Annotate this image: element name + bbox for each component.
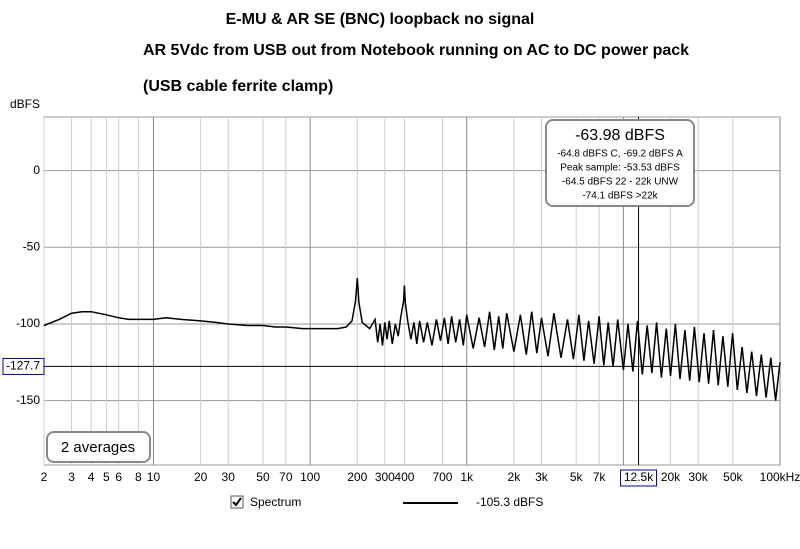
- x-tick-label: 50k: [723, 470, 743, 484]
- legend-value: -105.3 dBFS: [476, 495, 543, 509]
- cursor-y-box: [2, 357, 45, 375]
- x-tick-label: 8: [135, 470, 142, 484]
- x-tick-label: 4: [88, 470, 95, 484]
- x-tick-label: 1k: [460, 470, 474, 484]
- spectrum-line: [43, 277, 781, 401]
- cursor-y-label: -127.7: [6, 359, 40, 373]
- y-tick-label: -150: [16, 393, 40, 407]
- y-tick-label: -100: [16, 316, 40, 330]
- averages-label: 2 averages: [61, 439, 135, 456]
- chart-title: E-MU & AR SE (BNC) loopback no signal: [226, 11, 535, 28]
- readout-line: -64.5 dBFS 22 - 22k UNW: [562, 177, 679, 188]
- x-tick-label: 20k: [661, 470, 681, 484]
- x-tick-label: 200: [347, 470, 367, 484]
- y-tick-label: 0: [33, 163, 40, 177]
- x-tick-label: 10: [147, 470, 161, 484]
- x-tick-label: 30: [222, 470, 236, 484]
- x-tick-label: 30k: [688, 470, 708, 484]
- x-tick-label: 3k: [535, 470, 549, 484]
- x-tick-label: 2: [41, 470, 48, 484]
- readout-line: Peak sample: -53.53 dBFS: [560, 163, 680, 174]
- x-tick-label: 400: [394, 470, 414, 484]
- x-tick-label: 6: [115, 470, 122, 484]
- x-tick-label: 100kHz: [760, 470, 800, 484]
- y-tick-label: -50: [23, 239, 41, 253]
- averages-box: [46, 431, 151, 463]
- y-axis-label: dBFS: [10, 97, 40, 111]
- x-tick-label: 7k: [593, 470, 607, 484]
- chart-note: (USB cable ferrite clamp): [143, 78, 333, 95]
- cursor-x-label: 12.5k: [624, 470, 654, 484]
- x-tick-label: 3: [68, 470, 75, 484]
- legend-label: Spectrum: [250, 495, 301, 509]
- x-tick-label: 20: [194, 470, 208, 484]
- x-tick-label: 5: [103, 470, 110, 484]
- readout-line: -64.8 dBFS C, -69.2 dBFS A: [557, 149, 683, 160]
- x-tick-label: 100: [300, 470, 320, 484]
- x-tick-label: 70: [279, 470, 293, 484]
- readout-line: -74.1 dBFS >22k: [582, 191, 658, 202]
- x-tick-label: 300: [375, 470, 395, 484]
- cursor-x-box: [620, 469, 658, 487]
- x-tick-label: 50: [256, 470, 270, 484]
- checkmark: [232, 497, 242, 507]
- readout-box: [545, 119, 695, 207]
- readout-main: -63.98 dBFS: [575, 127, 665, 144]
- x-tick-label: 700: [432, 470, 452, 484]
- x-tick-label: 2k: [508, 470, 522, 484]
- x-tick-label: 5k: [570, 470, 584, 484]
- chart-subtitle: AR 5Vdc from USB out from Notebook runni…: [143, 42, 689, 59]
